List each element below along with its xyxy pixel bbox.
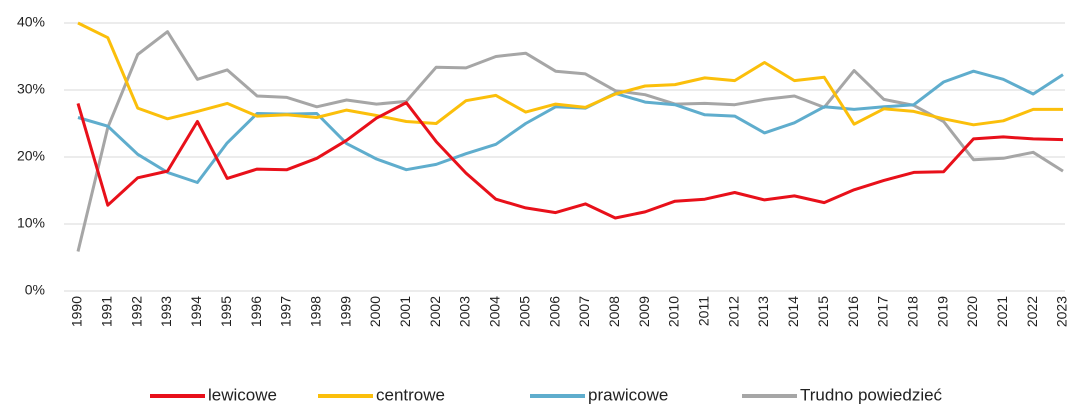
series-line [76,101,1064,220]
y-tick-label: 0% [25,282,45,298]
x-tick-label: 2014 [785,296,801,327]
x-tick-label: 1994 [188,296,204,327]
x-tick-label: 2008 [606,296,622,327]
x-tick-label: 1998 [307,296,323,327]
x-tick-label: 1996 [248,296,264,327]
x-tick-label: 2019 [934,296,950,327]
x-tick-label: 2015 [815,296,831,327]
legend-label: Trudno powiedzieć [800,385,943,404]
y-tick-label: 30% [17,81,45,97]
legend-label: lewicowe [208,385,277,404]
x-tick-label: 2004 [487,296,503,327]
x-tick-label: 2002 [427,296,443,327]
x-tick-label: 2012 [725,296,741,327]
x-tick-label: 2001 [397,296,413,327]
x-tick-label: 2007 [576,296,592,327]
series-line [76,30,1064,252]
y-tick-label: 10% [17,215,45,231]
x-tick-label: 1991 [99,296,115,327]
x-tick-label: 2017 [875,296,891,327]
legend-label: centrowe [376,385,445,404]
legend-label: prawicowe [588,385,668,404]
x-tick-label: 2003 [457,296,473,327]
series-line [77,21,1063,127]
x-tick-label: 2005 [516,296,532,327]
x-tick-label: 1993 [158,296,174,327]
series-line [77,69,1064,184]
x-tick-label: 2023 [1054,296,1067,327]
x-tick-label: 2010 [666,296,682,327]
y-tick-label: 40% [17,14,45,30]
y-tick-label: 20% [17,148,45,164]
x-tick-label: 2013 [755,296,771,327]
x-tick-label: 2021 [994,296,1010,327]
x-tick-label: 1997 [278,296,294,327]
x-tick-label: 2011 [696,296,712,326]
x-tick-label: 1992 [128,296,144,327]
x-tick-label: 2009 [636,296,652,327]
x-tick-label: 2018 [904,296,920,327]
x-tick-label: 1995 [218,296,234,327]
x-tick-label: 1999 [337,296,353,327]
x-tick-label: 2006 [546,296,562,327]
x-tick-label: 1990 [69,296,85,327]
x-tick-label: 2022 [1024,296,1040,327]
x-tick-label: 2016 [845,296,861,327]
x-tick-label: 2000 [367,296,383,327]
x-tick-label: 2020 [964,296,980,327]
